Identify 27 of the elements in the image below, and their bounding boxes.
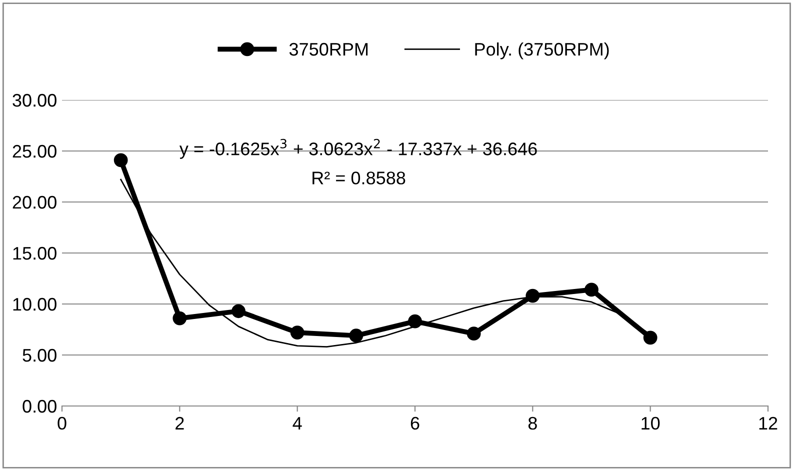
x-tick-label: 8 — [528, 416, 537, 430]
point — [172, 311, 187, 326]
y-tick-label: 5.00 — [22, 348, 56, 362]
x-tick-label: 12 — [759, 416, 778, 430]
x-tick-label: 10 — [642, 416, 660, 430]
x-tick-label: 6 — [410, 416, 420, 430]
point — [643, 330, 658, 345]
point — [349, 328, 364, 343]
x-tick-label: 4 — [292, 417, 302, 430]
y-tick-label: 25.00 — [12, 144, 56, 158]
point — [466, 326, 481, 341]
y-tick-label: 20.00 — [12, 196, 56, 209]
x-tick-label: 2 — [176, 416, 184, 430]
annotation: y = -0.1625x$^{3}$ + 3.0623x$^{2}$ - 17.337x + 36.646 — [179, 138, 537, 159]
y-tick-label: 0.00 — [22, 400, 56, 413]
point — [114, 153, 128, 168]
point — [290, 326, 304, 340]
y-tick-label: 15.00 — [13, 246, 56, 260]
y-tick-label: 30.00 — [12, 94, 56, 107]
legend-label: Poly. (3750RPM) — [475, 42, 609, 60]
x-tick-label: 0 — [58, 416, 66, 430]
y-tick-label: 10.00 — [13, 298, 56, 311]
annotation: R² = 0.8588 — [312, 172, 406, 184]
point — [408, 314, 422, 328]
point — [232, 304, 246, 318]
legend-label: 3750RPM — [289, 42, 368, 56]
point — [584, 282, 598, 297]
